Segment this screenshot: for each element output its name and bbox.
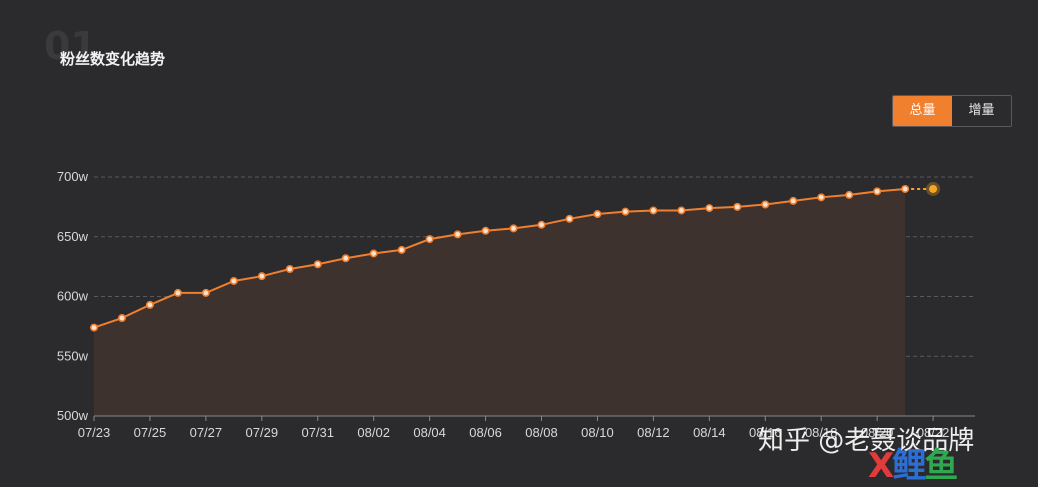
x-tick-label: 08/12 <box>637 425 670 440</box>
toggle-total-button[interactable]: 总量 <box>893 96 952 126</box>
x-tick-label: 07/31 <box>301 425 334 440</box>
x-tick-labels: 07/23 07/25 07/27 07/29 07/31 08/02 08/04 08/06… <box>78 416 950 440</box>
y-tick-label: 550w <box>57 348 89 363</box>
y-tick-label: 500w <box>57 408 89 423</box>
data-point <box>313 260 322 269</box>
data-point <box>145 300 154 309</box>
watermark-text: 知乎 @老聂谈品牌 <box>758 426 975 456</box>
data-point <box>817 193 826 202</box>
x-tick-label: 08/14 <box>693 425 726 440</box>
data-point <box>845 190 854 199</box>
x-tick-label: 07/25 <box>134 425 167 440</box>
x-tick-label: 08/10 <box>581 425 614 440</box>
data-point <box>369 249 378 258</box>
x-tick-label: 07/23 <box>78 425 111 440</box>
series-line-path <box>93 187 906 329</box>
area-fill <box>94 188 906 416</box>
data-point <box>285 265 294 274</box>
section-number: 01 <box>44 24 97 68</box>
x-tick-label: 08/22 <box>917 425 950 440</box>
forecast-point <box>929 184 938 193</box>
data-point <box>705 204 714 213</box>
data-point <box>789 196 798 205</box>
data-point <box>537 220 546 229</box>
y-tick-label: 650w <box>57 229 89 244</box>
data-point <box>621 207 630 216</box>
y-tick-labels: 700w 650w 600w 550w 500w <box>57 169 89 423</box>
data-point <box>229 276 238 285</box>
x-tick-label: 07/27 <box>190 425 223 440</box>
data-point <box>565 214 574 223</box>
y-tick-label: 600w <box>57 289 89 304</box>
series-line <box>93 187 934 329</box>
x-tick-label: 08/18 <box>805 425 838 440</box>
section-title: 粉丝数变化趋势 <box>60 50 166 68</box>
data-point <box>481 226 490 235</box>
data-point <box>201 288 210 297</box>
data-point <box>733 202 742 211</box>
data-point <box>677 206 686 215</box>
data-point <box>649 206 658 215</box>
view-toggle[interactable]: 总量 增量 <box>892 95 1012 127</box>
data-point <box>173 288 182 297</box>
data-point <box>873 187 882 196</box>
data-points <box>90 181 941 332</box>
data-point <box>593 210 602 219</box>
data-point <box>341 254 350 263</box>
data-point <box>90 323 99 332</box>
y-tick-label: 700w <box>57 169 89 184</box>
x-tick-label: 08/16 <box>749 425 782 440</box>
data-point <box>397 245 406 254</box>
data-point <box>117 314 126 323</box>
toggle-increment-button[interactable]: 增量 <box>952 96 1011 126</box>
x-tick-label: 08/02 <box>357 425 390 440</box>
data-point <box>901 184 910 193</box>
data-point <box>425 235 434 244</box>
data-point <box>453 230 462 239</box>
x-tick-label: 08/06 <box>469 425 502 440</box>
x-tick-label: 08/04 <box>413 425 446 440</box>
x-tick-label: 08/08 <box>525 425 558 440</box>
x-tick-label: 07/29 <box>246 425 279 440</box>
data-point <box>509 224 518 233</box>
area-fill-path <box>94 188 906 416</box>
data-point <box>257 272 266 281</box>
data-point <box>761 200 770 209</box>
watermark-logo: X鲤鱼 <box>868 446 958 486</box>
x-tick-label: 08/20 <box>861 425 894 440</box>
